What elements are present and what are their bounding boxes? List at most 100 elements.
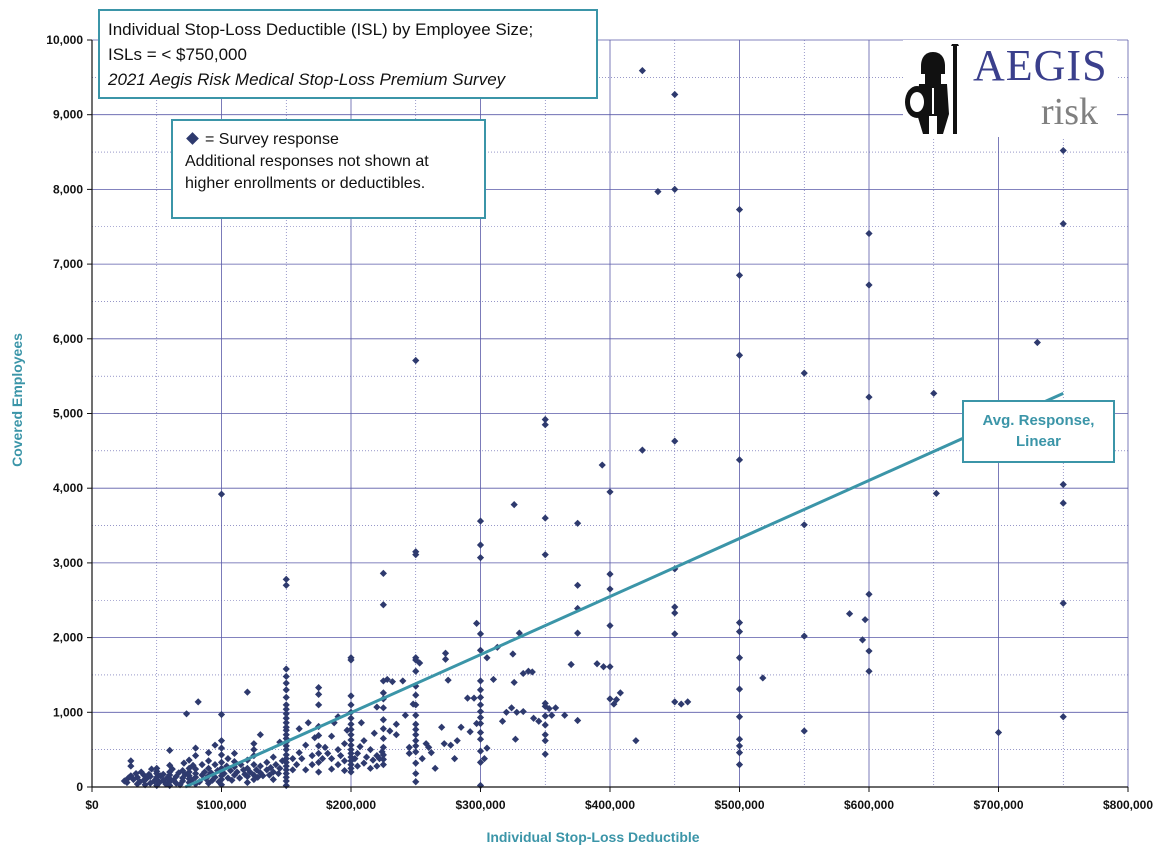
data-point xyxy=(865,667,873,675)
data-point xyxy=(735,713,744,721)
data-point xyxy=(379,725,387,733)
data-point xyxy=(211,741,219,749)
x-tick-label: $400,000 xyxy=(585,798,635,812)
logo-word-risk: risk xyxy=(1041,91,1098,133)
data-point xyxy=(412,778,420,786)
data-point xyxy=(574,629,582,637)
data-point xyxy=(510,678,518,687)
data-point xyxy=(211,760,219,769)
data-point xyxy=(182,710,191,718)
data-point xyxy=(250,760,258,769)
data-point xyxy=(379,755,387,763)
data-point xyxy=(379,716,387,724)
data-point xyxy=(282,665,290,673)
data-point xyxy=(315,701,323,709)
data-point xyxy=(412,725,420,734)
data-point xyxy=(129,775,138,784)
data-point xyxy=(282,755,290,763)
data-point xyxy=(1059,480,1067,489)
data-point xyxy=(217,737,226,745)
data-point xyxy=(347,760,355,769)
data-point xyxy=(515,629,523,637)
data-point xyxy=(735,619,744,627)
data-point xyxy=(265,771,274,779)
data-point xyxy=(476,781,485,790)
data-point xyxy=(599,663,608,671)
title-line-3: 2021 Aegis Risk Medical Stop-Loss Premiu… xyxy=(108,70,506,89)
data-point xyxy=(511,735,520,743)
data-point xyxy=(321,743,329,752)
data-point xyxy=(412,701,420,709)
data-point xyxy=(347,692,355,700)
data-point xyxy=(180,759,188,767)
data-point xyxy=(315,690,323,698)
data-point xyxy=(412,737,420,745)
data-point xyxy=(606,663,614,671)
data-point xyxy=(330,719,338,727)
legend-label: = Survey response xyxy=(205,131,339,148)
data-point xyxy=(476,693,485,701)
data-point xyxy=(282,679,290,687)
data-point xyxy=(598,461,606,469)
data-point xyxy=(1033,338,1041,347)
data-point xyxy=(1059,599,1067,607)
data-point xyxy=(140,771,148,779)
data-point xyxy=(1059,499,1067,507)
y-tick-label: 4,000 xyxy=(53,481,83,495)
data-point xyxy=(476,735,485,743)
data-point xyxy=(994,728,1003,737)
data-point xyxy=(217,775,226,784)
data-point xyxy=(438,723,446,731)
data-point xyxy=(441,655,450,663)
data-point xyxy=(267,763,275,772)
data-point xyxy=(274,769,283,778)
x-tick-label: $500,000 xyxy=(714,798,764,812)
axes xyxy=(87,39,1129,792)
y-tick-label: 2,000 xyxy=(53,631,83,645)
data-point xyxy=(224,755,232,763)
data-point xyxy=(529,714,538,722)
data-point xyxy=(327,732,336,740)
data-point xyxy=(282,766,290,774)
data-point xyxy=(259,772,267,780)
data-point xyxy=(412,654,420,662)
data-point xyxy=(379,743,387,752)
data-point xyxy=(347,701,355,709)
data-point xyxy=(858,636,867,644)
data-point xyxy=(185,764,193,772)
data-point xyxy=(351,755,359,763)
data-point xyxy=(357,719,365,727)
data-point xyxy=(476,707,485,716)
data-point xyxy=(476,701,485,709)
data-point xyxy=(185,772,193,780)
data-point xyxy=(401,711,409,719)
data-point xyxy=(470,694,478,702)
data-point xyxy=(412,356,420,365)
x-axis-title: Individual Stop-Loss Deductible xyxy=(486,829,699,845)
data-point xyxy=(476,747,485,755)
data-point xyxy=(671,437,679,445)
data-point xyxy=(457,723,465,731)
data-point xyxy=(233,768,241,776)
data-point xyxy=(304,719,312,727)
data-point xyxy=(392,720,400,728)
y-tick-label: 3,000 xyxy=(53,556,83,570)
data-point xyxy=(159,770,167,778)
data-point xyxy=(489,675,498,684)
data-point xyxy=(865,393,873,401)
legend-note-line-1: Additional responses not shown at xyxy=(185,153,429,170)
data-point xyxy=(451,755,459,763)
data-point xyxy=(800,727,808,735)
data-point xyxy=(632,737,640,745)
data-point xyxy=(133,780,141,788)
data-point xyxy=(519,669,527,678)
data-point xyxy=(561,711,569,719)
data-point xyxy=(192,752,200,760)
data-point xyxy=(412,548,420,556)
data-point xyxy=(476,713,485,722)
data-point xyxy=(519,707,527,716)
data-point xyxy=(192,765,200,773)
data-point xyxy=(373,752,381,760)
data-point xyxy=(677,700,685,708)
y-tick-label: 0 xyxy=(76,780,83,794)
